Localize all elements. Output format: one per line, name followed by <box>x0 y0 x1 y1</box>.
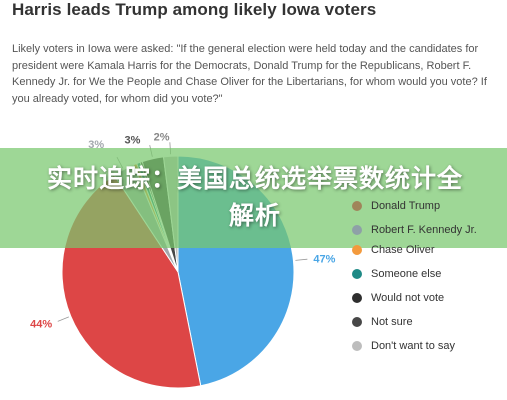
legend-item-not-sure[interactable]: Not sure <box>352 315 502 329</box>
data-label: 47% <box>313 254 335 266</box>
legend-label: Donald Trump <box>371 200 441 212</box>
legend-item-would-not-vote[interactable]: Would not vote <box>352 291 502 305</box>
legend-item-oliver[interactable]: Chase Oliver <box>352 243 502 257</box>
chart-subtitle: Likely voters in Iowa were asked: "If th… <box>12 43 487 105</box>
legend-swatch <box>352 317 362 327</box>
legend-swatch <box>352 341 362 351</box>
legend-item-kennedy[interactable]: Robert F. Kennedy Jr. <box>352 223 502 237</box>
legend-label: Robert F. Kennedy Jr. <box>371 224 477 236</box>
legend-label: Someone else <box>371 268 442 280</box>
data-label: 2% <box>154 131 170 143</box>
legend-swatch <box>352 225 362 235</box>
label-leader-line <box>57 316 70 322</box>
legend-item-dont-want-to-say[interactable]: Don't want to say <box>352 339 502 353</box>
legend: Donald Trump Robert F. Kennedy Jr. Chase… <box>352 199 502 363</box>
legend-item-someone-else[interactable]: Someone else <box>352 267 502 281</box>
data-label: 44% <box>30 319 52 331</box>
legend-swatch <box>352 201 362 211</box>
legend-label: Not sure <box>371 316 413 328</box>
overlay-banner <box>0 148 507 248</box>
legend-label: Chase Oliver <box>371 244 435 256</box>
chart-title: Harris leads Trump among likely Iowa vot… <box>12 0 377 19</box>
legend-item-trump[interactable]: Donald Trump <box>352 199 502 213</box>
legend-swatch <box>352 293 362 303</box>
legend-label: Would not vote <box>371 292 445 304</box>
legend-swatch <box>352 269 362 279</box>
banner-text: 实时追踪：美国总统选举票数统计全解析 <box>46 164 463 230</box>
legend-label: Don't want to say <box>371 340 456 352</box>
data-label: 3% <box>125 134 141 146</box>
legend-swatch <box>352 245 362 255</box>
label-leader-line <box>295 258 308 261</box>
data-label: 3% <box>88 139 104 151</box>
